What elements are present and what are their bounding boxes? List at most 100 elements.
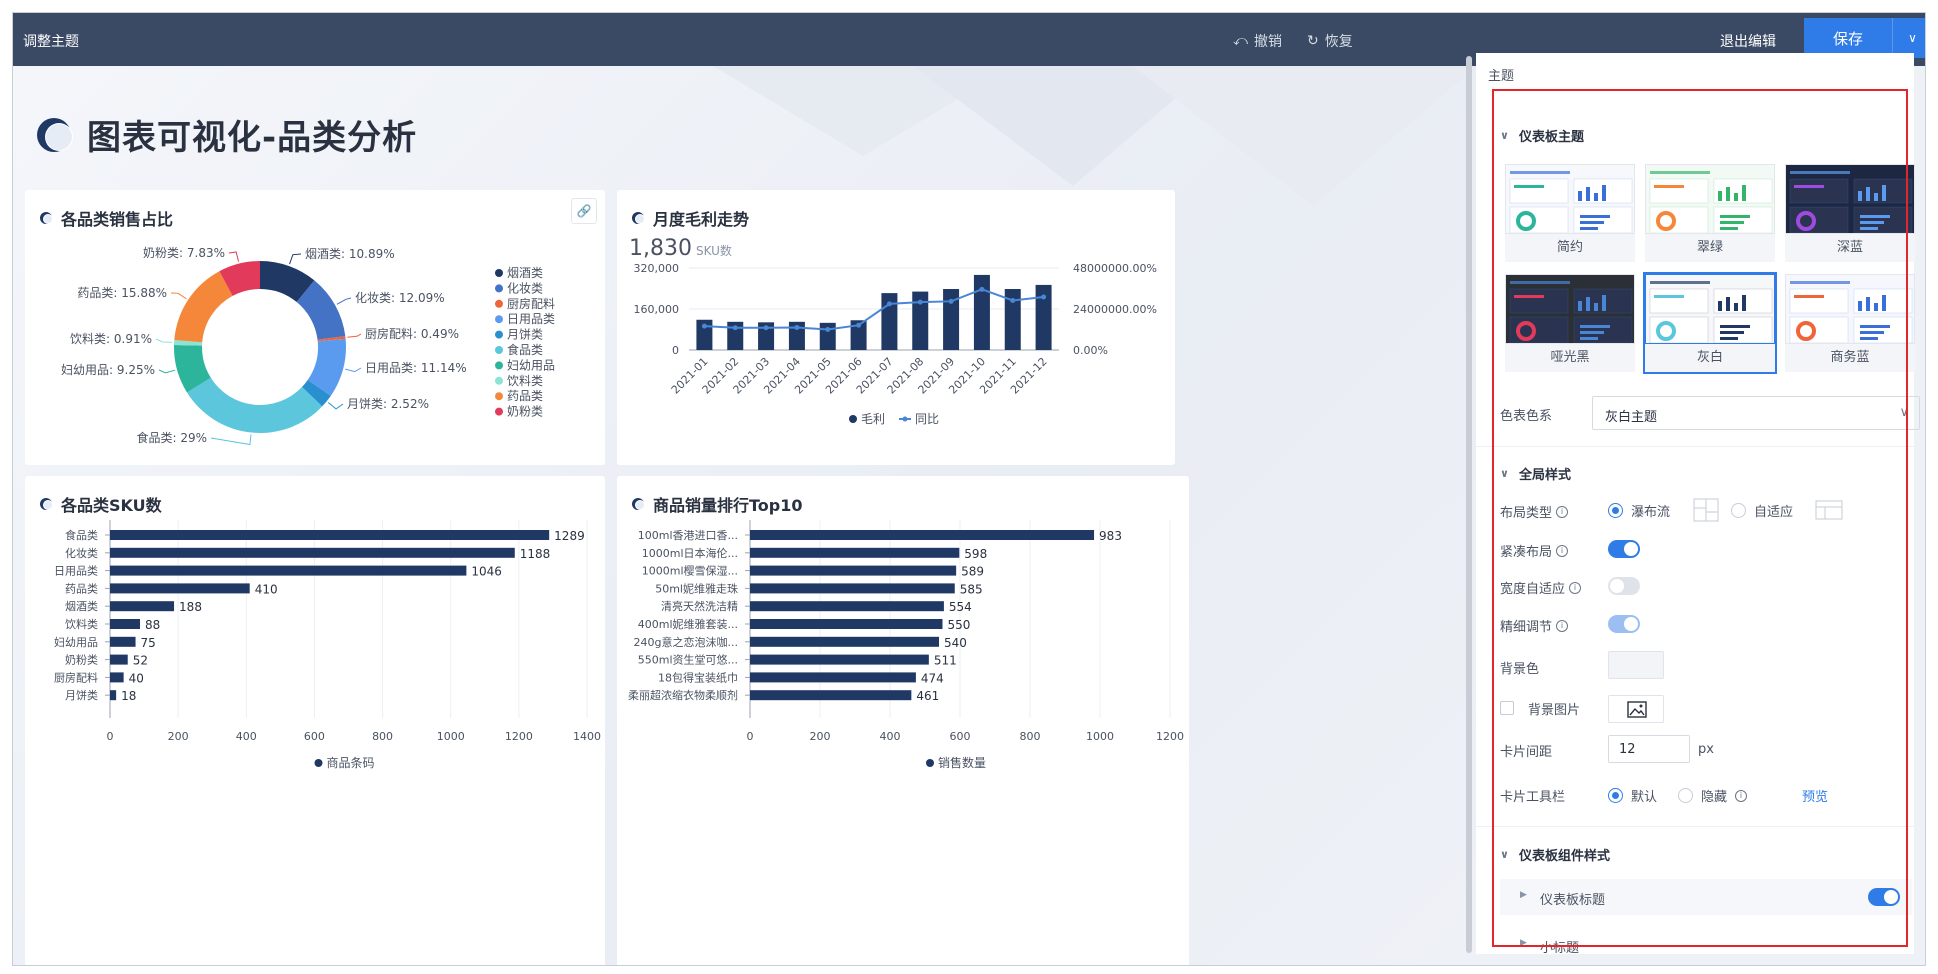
line-point[interactable] xyxy=(948,298,954,304)
line-point[interactable] xyxy=(856,322,862,328)
bar[interactable] xyxy=(912,291,929,350)
section-component-style[interactable]: ∨ 仪表板组件样式 xyxy=(1500,845,1610,864)
bar[interactable] xyxy=(696,319,713,350)
pie-slice[interactable] xyxy=(301,379,331,407)
bar[interactable] xyxy=(110,601,175,612)
bar[interactable] xyxy=(1035,284,1052,350)
line-point[interactable] xyxy=(1010,297,1016,303)
undo-button[interactable]: ⤺ 撤销 xyxy=(1233,31,1282,51)
info-icon[interactable]: i xyxy=(1556,505,1569,518)
theme-option-label: 翠绿 xyxy=(1645,234,1775,262)
pie-slice[interactable] xyxy=(174,271,233,343)
width-adaptive-toggle[interactable] xyxy=(1608,577,1640,595)
category-label: 饮料类 xyxy=(65,617,98,631)
chevron-down-icon[interactable]: ∨ xyxy=(1908,31,1917,45)
line-point[interactable] xyxy=(917,299,923,305)
bar[interactable] xyxy=(758,322,775,350)
preview-link[interactable]: 预览 xyxy=(1802,790,1829,805)
bar[interactable] xyxy=(110,530,550,540)
info-icon[interactable]: i xyxy=(1735,789,1748,802)
bar[interactable] xyxy=(850,320,867,350)
toolbar-default-radio[interactable]: 默认 xyxy=(1608,786,1657,805)
pie-slice[interactable] xyxy=(173,344,211,393)
pie-slice[interactable] xyxy=(317,336,346,342)
link-icon[interactable]: 🔗 xyxy=(571,198,597,224)
dashboard-title-row[interactable]: ▶ 仪表板标题 xyxy=(1500,879,1912,915)
bar[interactable] xyxy=(110,565,467,576)
x-tick-label: 400 xyxy=(236,730,257,743)
line-point[interactable] xyxy=(794,324,800,330)
bar[interactable] xyxy=(750,672,916,683)
pie-slice[interactable] xyxy=(219,261,260,296)
bar[interactable] xyxy=(819,322,836,350)
color-series-select[interactable]: 灰白主题 ∨ xyxy=(1592,396,1920,430)
bg-color-swatch[interactable] xyxy=(1608,651,1664,679)
exit-edit-button[interactable]: 退出编辑 xyxy=(1720,34,1776,50)
bar[interactable] xyxy=(727,321,744,350)
bar[interactable] xyxy=(1004,289,1021,350)
line-point[interactable] xyxy=(825,327,831,332)
section-global-style[interactable]: ∨ 全局样式 xyxy=(1500,464,1571,483)
pie-slice[interactable] xyxy=(174,340,203,346)
redo-button[interactable]: ↻ 恢复 xyxy=(1307,31,1353,51)
info-icon[interactable]: i xyxy=(1556,544,1569,557)
pie-slice[interactable] xyxy=(296,280,346,340)
pie-slice[interactable] xyxy=(260,261,315,303)
bar[interactable] xyxy=(750,583,955,594)
bar[interactable] xyxy=(750,601,944,612)
theme-option[interactable]: 翠绿 xyxy=(1645,164,1775,262)
bar[interactable] xyxy=(750,530,1095,540)
line-point[interactable] xyxy=(1041,294,1047,300)
bar[interactable] xyxy=(110,619,140,629)
section-dashboard-theme[interactable]: ∨ 仪表板主题 xyxy=(1500,126,1584,145)
subtitle-row[interactable]: ▶ 小标题 xyxy=(1500,937,1912,953)
bar[interactable] xyxy=(110,583,250,594)
canvas-scrollbar[interactable] xyxy=(1466,56,1472,953)
line-point[interactable] xyxy=(732,325,738,331)
bar[interactable] xyxy=(750,547,960,558)
bar[interactable] xyxy=(110,672,124,683)
line-point[interactable] xyxy=(701,323,707,329)
bar[interactable] xyxy=(110,654,128,665)
line-point[interactable] xyxy=(979,286,985,292)
layout-adaptive-radio[interactable]: 自适应 xyxy=(1731,501,1793,520)
theme-option[interactable]: 深蓝 xyxy=(1785,164,1915,262)
theme-option[interactable]: 商务蓝 xyxy=(1785,274,1915,372)
category-label: 550ml资生堂可悠... xyxy=(638,653,738,667)
card-gap-input[interactable]: 12 xyxy=(1608,735,1690,763)
bar[interactable] xyxy=(973,274,990,350)
line-point[interactable] xyxy=(763,325,769,331)
bar[interactable] xyxy=(788,321,805,350)
bar[interactable] xyxy=(750,690,912,701)
info-icon[interactable]: i xyxy=(1569,581,1582,594)
bar[interactable] xyxy=(750,654,929,665)
info-icon[interactable]: i xyxy=(1556,619,1569,632)
x-tick-label: 400 xyxy=(880,730,901,743)
bg-image-checkbox[interactable] xyxy=(1500,701,1514,715)
bg-image-button[interactable] xyxy=(1608,695,1664,723)
bar[interactable] xyxy=(750,636,939,647)
x-tick-label: 800 xyxy=(372,730,393,743)
dashboard-title-toggle[interactable] xyxy=(1868,888,1900,906)
pie-slice[interactable] xyxy=(187,377,323,433)
theme-option[interactable]: 简约 xyxy=(1505,164,1635,262)
bar[interactable] xyxy=(110,690,117,701)
bar[interactable] xyxy=(750,619,943,629)
theme-option[interactable]: 哑光黑 xyxy=(1505,274,1635,372)
line-point[interactable] xyxy=(886,301,892,307)
pie-leader-line xyxy=(228,251,240,262)
bar[interactable] xyxy=(110,636,136,647)
save-button[interactable]: 保存 xyxy=(1832,29,1863,48)
theme-option[interactable]: 灰白 xyxy=(1643,272,1777,374)
legend-marker xyxy=(495,376,503,385)
fine-tune-toggle[interactable] xyxy=(1608,615,1640,633)
toolbar-hide-radio[interactable]: 隐藏 i xyxy=(1678,786,1748,805)
theme-preview-image xyxy=(1785,274,1915,344)
pie-slice[interactable] xyxy=(307,338,346,396)
bar[interactable] xyxy=(943,289,960,350)
bar[interactable] xyxy=(750,565,957,576)
compact-layout-toggle[interactable] xyxy=(1608,540,1640,558)
dashboard-title-text: 图表可视化-品类分析 xyxy=(87,118,418,158)
bar[interactable] xyxy=(110,547,515,558)
layout-waterfall-radio[interactable]: 瀑布流 xyxy=(1608,501,1670,520)
